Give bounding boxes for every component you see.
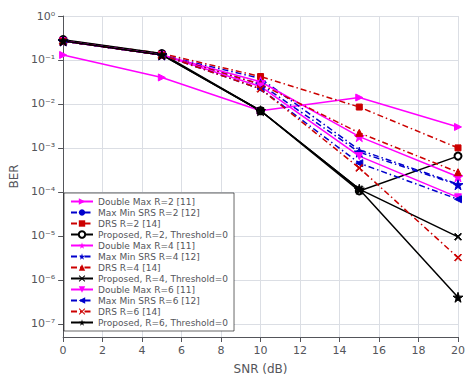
svg-text:14: 14 (333, 344, 347, 357)
svg-text:0: 0 (60, 344, 67, 357)
svg-text:Proposed, R=6, Threshold=0: Proposed, R=6, Threshold=0 (98, 318, 228, 328)
svg-text:10⁻⁴: 10⁻⁴ (31, 185, 56, 198)
svg-text:Proposed, R=4, Threshold=0: Proposed, R=4, Threshold=0 (98, 274, 228, 284)
svg-text:10⁻⁵: 10⁻⁵ (31, 229, 55, 242)
svg-text:DRS R=2 [14]: DRS R=2 [14] (98, 219, 161, 229)
svg-text:10: 10 (254, 344, 268, 357)
svg-text:Max Min SRS R=4 [12]: Max Min SRS R=4 [12] (98, 252, 200, 262)
svg-text:4: 4 (139, 344, 146, 357)
svg-text:10⁻¹: 10⁻¹ (31, 53, 55, 66)
svg-text:8: 8 (218, 344, 225, 357)
svg-text:2: 2 (99, 344, 106, 357)
svg-text:10⁻²: 10⁻² (31, 97, 55, 110)
svg-text:SNR (dB): SNR (dB) (234, 362, 288, 376)
svg-text:DRS R=6 [14]: DRS R=6 [14] (98, 307, 161, 317)
svg-text:Double Max R=2 [11]: Double Max R=2 [11] (98, 197, 195, 207)
svg-text:Max Min SRS R=2 [12]: Max Min SRS R=2 [12] (98, 208, 200, 218)
svg-text:10⁻⁶: 10⁻⁶ (31, 273, 56, 286)
svg-text:18: 18 (412, 344, 426, 357)
svg-text:6: 6 (178, 344, 185, 357)
svg-text:10⁻³: 10⁻³ (31, 141, 55, 154)
svg-text:20: 20 (451, 344, 465, 357)
svg-text:DRS R=4 [14]: DRS R=4 [14] (98, 263, 161, 273)
svg-text:Max Min SRS R=6 [12]: Max Min SRS R=6 [12] (98, 296, 200, 306)
svg-text:16: 16 (372, 344, 386, 357)
svg-text:BER: BER (7, 164, 21, 188)
svg-text:12: 12 (293, 344, 307, 357)
svg-text:Proposed, R=2, Threshold=0: Proposed, R=2, Threshold=0 (98, 230, 228, 240)
svg-text:10⁰: 10⁰ (37, 10, 56, 23)
svg-text:Double Max R=6 [11]: Double Max R=6 [11] (98, 285, 195, 295)
svg-text:10⁻⁷: 10⁻⁷ (31, 317, 55, 330)
svg-text:Double Max R=4 [11]: Double Max R=4 [11] (98, 241, 195, 251)
